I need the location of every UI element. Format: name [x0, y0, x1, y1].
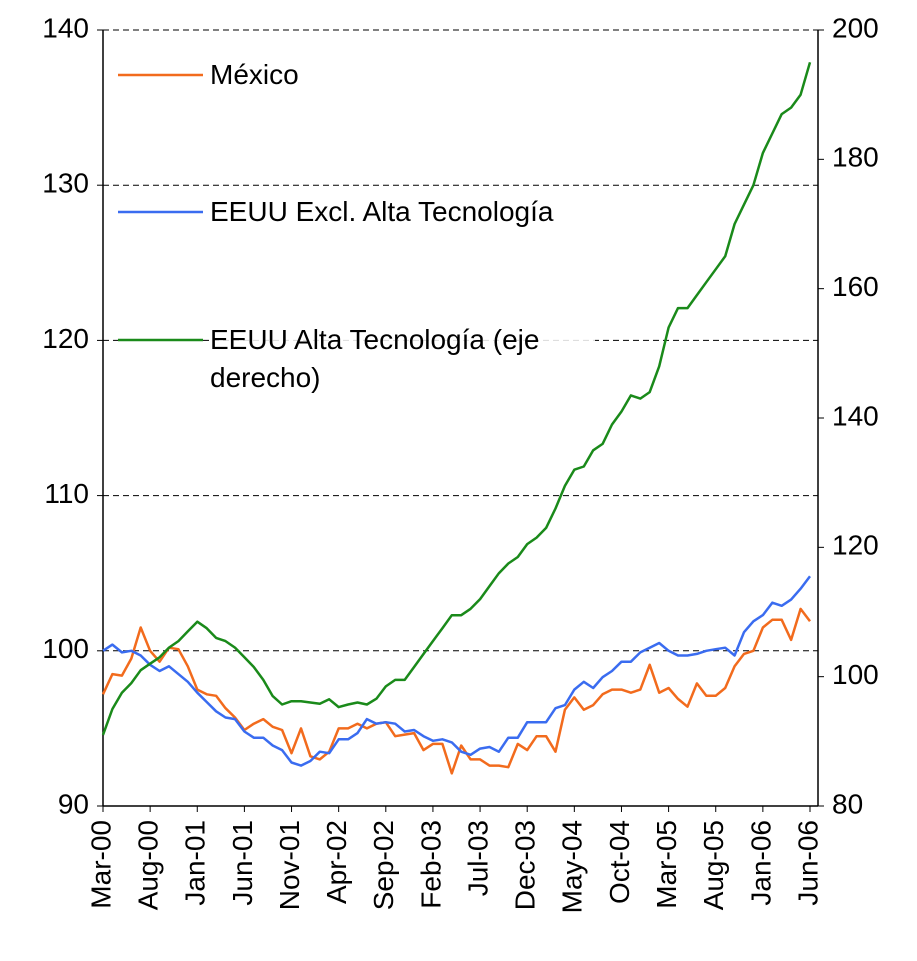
y2-tick-label: 200: [832, 12, 879, 43]
x-tick-label: Aug-05: [698, 820, 729, 910]
chart: 90 100 110 120 130 140 80 100 120 140 160 180 200 Mar…: [0, 0, 917, 961]
x-tick-label: Jan-01: [180, 820, 211, 906]
x-tick-label: Mar-05: [651, 820, 682, 909]
legend-label: EEUU Alta Tecnología (eje derecho): [210, 321, 595, 397]
x-tick-label: Jan-06: [745, 820, 776, 906]
y2-tick-label: 100: [832, 659, 879, 690]
y2-tick-label: 160: [832, 271, 879, 302]
y-tick-label: 100: [42, 633, 89, 664]
x-tick-label: Feb-03: [415, 820, 446, 909]
x-tick-label: Jun-01: [227, 820, 258, 906]
series-line: [103, 62, 810, 735]
y-tick-label: 90: [58, 788, 89, 819]
page: {"chart_data": {"type": "line", "categor…: [0, 0, 917, 961]
y2-tick-label: 180: [832, 142, 879, 173]
x-tick-label: Dec-03: [510, 820, 541, 910]
x-tick-label: Oct-04: [604, 820, 635, 904]
y-tick-label: 120: [42, 323, 89, 354]
x-tick-label: Nov-01: [274, 820, 305, 910]
x-tick-label: Jul-03: [462, 820, 493, 896]
x-tick-label: Aug-00: [133, 820, 164, 910]
y2-tick-label: 120: [832, 530, 879, 561]
legend-label: México: [210, 56, 595, 94]
x-tick-label: Jun-06: [792, 820, 823, 906]
x-tick-label: Apr-02: [321, 820, 352, 904]
x-tick-label: Sep-02: [368, 820, 399, 910]
series-line: [103, 576, 810, 765]
x-tick-label: May-04: [557, 820, 588, 913]
y-tick-label: 110: [44, 478, 89, 509]
legend-label: EEUU Excl. Alta Tecnología: [210, 193, 595, 231]
y-tick-label: 130: [42, 168, 89, 199]
y2-tick-label: 80: [832, 788, 863, 819]
x-tick-label: Mar-00: [85, 820, 116, 909]
y2-tick-label: 140: [832, 400, 879, 431]
y-tick-label: 140: [42, 12, 89, 43]
